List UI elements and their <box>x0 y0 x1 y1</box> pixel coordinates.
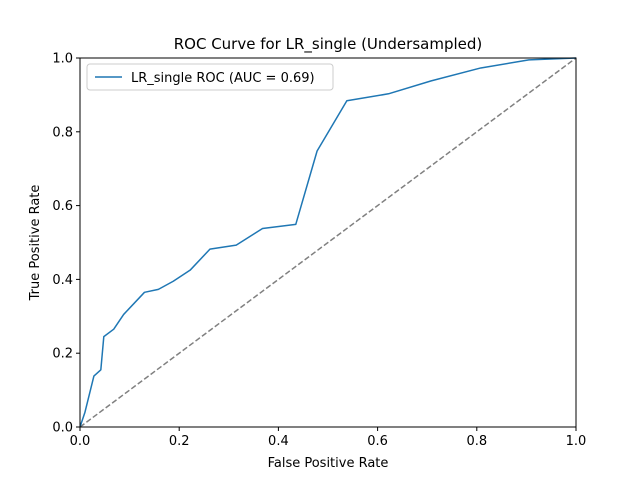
y-tick-label: 0.2 <box>52 347 73 362</box>
x-tick-label: 0.4 <box>268 434 289 449</box>
chance-diagonal-line <box>79 57 577 428</box>
legend-box <box>86 63 334 91</box>
y-axis-label: True Positive Rate <box>28 185 43 302</box>
x-tick-label: 1.0 <box>566 434 587 449</box>
roc-curve-line <box>79 57 577 428</box>
x-tick-label: 0.8 <box>466 434 487 449</box>
x-tick-label: 0.2 <box>169 434 190 449</box>
y-tick-label: 0.0 <box>52 421 73 436</box>
x-axis-label: False Positive Rate <box>268 456 389 471</box>
y-tick-label: 1.0 <box>52 52 73 67</box>
plot-frame <box>79 57 577 428</box>
axis-ticks: 0.0 0.2 0.4 0.6 0.8 1.0 0.0 0.2 0.4 0.6 0.8 1.0 <box>52 52 586 450</box>
legend: LR_single ROC (AUC = 0.69) <box>86 63 334 91</box>
legend-entry-label: LR_single ROC (AUC = 0.69) <box>131 71 315 86</box>
x-tick-label: 0.6 <box>367 434 388 449</box>
series-layer <box>79 57 577 428</box>
chart-title: ROC Curve for LR_single (Undersampled) <box>174 35 483 54</box>
y-tick-label: 0.6 <box>52 199 73 214</box>
y-tick-label: 0.4 <box>52 273 73 288</box>
y-tick-label: 0.8 <box>52 125 73 140</box>
x-tick-label: 0.0 <box>70 434 91 449</box>
